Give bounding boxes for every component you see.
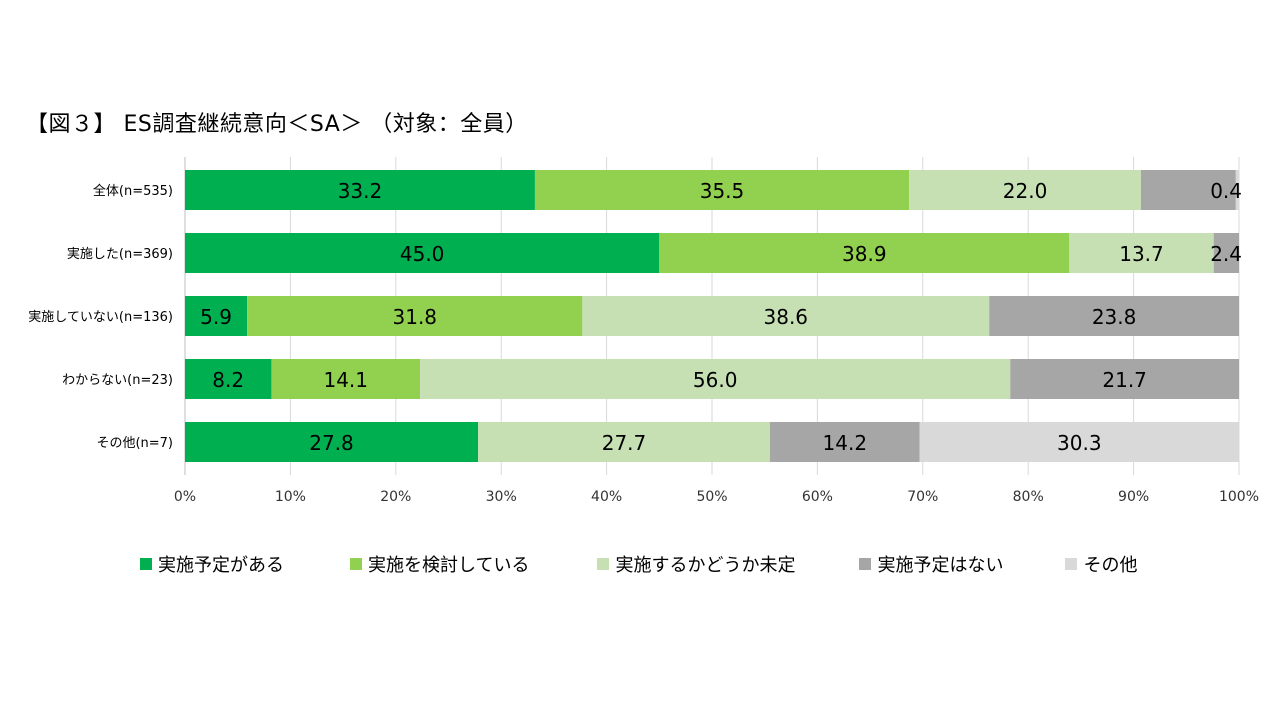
data-label: 14.2: [823, 431, 868, 455]
data-label: 30.3: [1057, 431, 1102, 455]
data-label: 5.9: [200, 305, 232, 329]
category-label: 全体(n=535): [93, 183, 173, 199]
data-label: 22.0: [1003, 179, 1048, 203]
legend-swatch: [140, 558, 152, 570]
legend-swatch: [859, 558, 872, 570]
bar-segment: [478, 422, 770, 462]
x-tick-label: 0%: [174, 489, 196, 505]
data-label: 27.7: [602, 431, 647, 455]
category-label: 実施していない(n=136): [28, 309, 173, 325]
category-label: 実施した(n=369): [67, 246, 173, 262]
bar-segment: [769, 422, 920, 462]
legend-label: 実施予定がある: [158, 555, 284, 576]
legend-swatch: [350, 558, 362, 570]
x-tick-label: 80%: [1013, 489, 1044, 505]
bar-segment: [185, 296, 248, 336]
data-label: 35.5: [700, 179, 745, 203]
legend-label: 実施を検討している: [368, 555, 530, 576]
x-tick-label: 90%: [1118, 489, 1149, 505]
x-tick-label: 100%: [1219, 489, 1259, 505]
data-label: 38.6: [764, 305, 809, 329]
data-label: 45.0: [400, 242, 445, 266]
x-tick-label: 60%: [802, 489, 833, 505]
bar-segment: [420, 359, 1011, 399]
bar-segment: [1069, 233, 1214, 273]
data-label: 0.4: [1210, 179, 1242, 203]
data-label: 27.8: [309, 431, 354, 455]
bar-segment: [989, 296, 1239, 336]
data-label: 33.2: [338, 179, 383, 203]
legend-label: 実施予定はない: [877, 555, 1004, 576]
data-label: 38.9: [842, 242, 887, 266]
data-label: 13.7: [1119, 242, 1164, 266]
legend-item: その他: [1065, 551, 1137, 577]
data-label: 56.0: [693, 368, 738, 392]
x-tick-label: 10%: [275, 489, 306, 505]
bar-segment: [185, 170, 535, 210]
category-label: その他(n=7): [96, 436, 173, 451]
legend-item: 実施するかどうか未定: [597, 551, 795, 577]
legend-item: 実施予定はない: [859, 551, 1003, 577]
bar-segment: [909, 170, 1141, 210]
category-label: わからない(n=23): [62, 373, 173, 388]
legend-item: 実施予定がある: [140, 551, 284, 577]
data-label: 2.4: [1210, 242, 1242, 266]
legend: 実施予定がある 実施を検討している 実施するかどうか未定 実施予定はない その他: [140, 551, 1137, 577]
bar-segment: [185, 233, 660, 273]
legend-label: 実施するかどうか未定: [615, 555, 796, 576]
chart-title: 【図３】 ES調査継続意向＜SA＞ （対象：全員）: [26, 112, 528, 137]
x-tick-label: 50%: [696, 489, 727, 505]
x-tick-label: 70%: [907, 489, 938, 505]
data-label: 31.8: [393, 305, 438, 329]
legend-item: 実施を検討している: [350, 551, 529, 577]
bar-segment: [534, 170, 910, 210]
bar-segment: [247, 296, 583, 336]
bar-segment: [1235, 170, 1239, 210]
bar-segment: [271, 359, 421, 399]
bar-segment: [919, 422, 1239, 462]
bar-segment: [659, 233, 1070, 273]
data-label: 21.7: [1102, 368, 1147, 392]
bar-segment: [185, 359, 272, 399]
x-tick-label: 40%: [591, 489, 622, 505]
data-label: 23.8: [1092, 305, 1137, 329]
bar-segment: [1010, 359, 1239, 399]
x-tick-label: 20%: [380, 489, 411, 505]
data-label: 14.1: [323, 368, 368, 392]
bar-segment: [185, 422, 479, 462]
legend-swatch: [597, 558, 610, 570]
bar-segment: [1213, 233, 1239, 273]
bar-segment: [582, 296, 990, 336]
bar-segment: [1140, 170, 1236, 210]
legend-label: その他: [1083, 555, 1138, 576]
data-label: 8.2: [212, 368, 244, 392]
x-tick-label: 30%: [486, 489, 517, 505]
legend-swatch: [1065, 558, 1078, 570]
